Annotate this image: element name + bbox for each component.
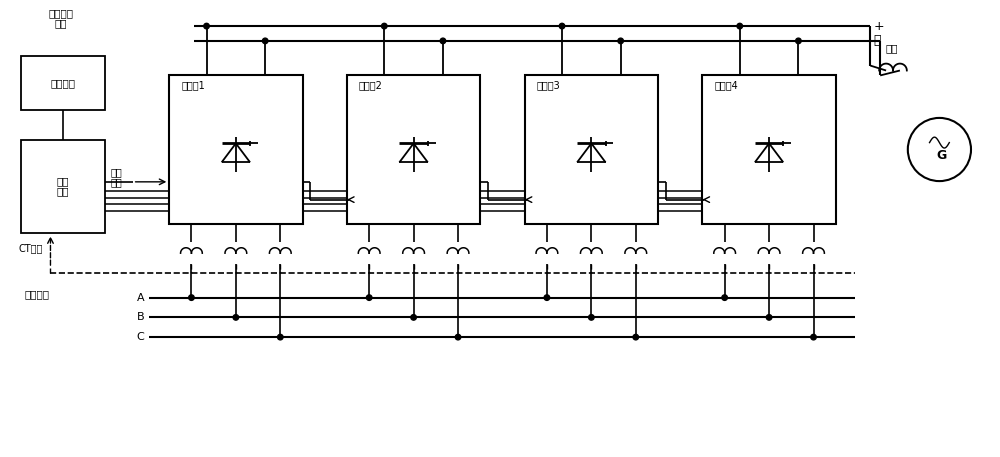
Text: 功率柜3: 功率柜3 <box>537 80 560 90</box>
Text: G: G <box>936 149 947 162</box>
Text: 触发: 触发 <box>111 177 123 187</box>
Bar <box>347 75 480 223</box>
Circle shape <box>544 295 550 300</box>
Circle shape <box>811 335 816 340</box>
Circle shape <box>559 23 565 29</box>
Text: A: A <box>137 292 145 303</box>
Text: 转子: 转子 <box>885 43 898 53</box>
Circle shape <box>455 335 461 340</box>
Text: C: C <box>137 332 145 342</box>
Text: 装置: 装置 <box>54 18 67 28</box>
Circle shape <box>366 295 372 300</box>
Circle shape <box>722 295 727 300</box>
Text: 励磁电源: 励磁电源 <box>24 290 49 300</box>
Text: 单元: 单元 <box>57 186 69 197</box>
Text: 功率柜2: 功率柜2 <box>359 80 383 90</box>
Circle shape <box>589 314 594 320</box>
Circle shape <box>278 335 283 340</box>
Circle shape <box>262 38 268 44</box>
Bar <box>21 140 105 234</box>
Circle shape <box>382 23 387 29</box>
Circle shape <box>633 335 639 340</box>
Text: 均流: 均流 <box>57 176 69 186</box>
Circle shape <box>737 23 743 29</box>
Text: 脉冲: 脉冲 <box>111 167 123 177</box>
Text: CT回读: CT回读 <box>18 243 43 253</box>
Bar <box>21 56 105 110</box>
Text: B: B <box>137 313 145 322</box>
Circle shape <box>440 38 446 44</box>
Circle shape <box>204 23 209 29</box>
Circle shape <box>189 295 194 300</box>
Bar <box>525 75 658 223</box>
Text: +: + <box>873 20 884 32</box>
Text: 励磁调节: 励磁调节 <box>48 8 73 18</box>
Text: 功率柜1: 功率柜1 <box>181 80 205 90</box>
Circle shape <box>796 38 801 44</box>
Bar <box>169 75 303 223</box>
Circle shape <box>233 314 239 320</box>
Text: －: － <box>873 34 881 48</box>
Circle shape <box>766 314 772 320</box>
Bar <box>702 75 836 223</box>
Text: 功率柜4: 功率柜4 <box>714 80 738 90</box>
Circle shape <box>411 314 416 320</box>
Circle shape <box>618 38 623 44</box>
Text: 主控单元: 主控单元 <box>51 78 76 88</box>
